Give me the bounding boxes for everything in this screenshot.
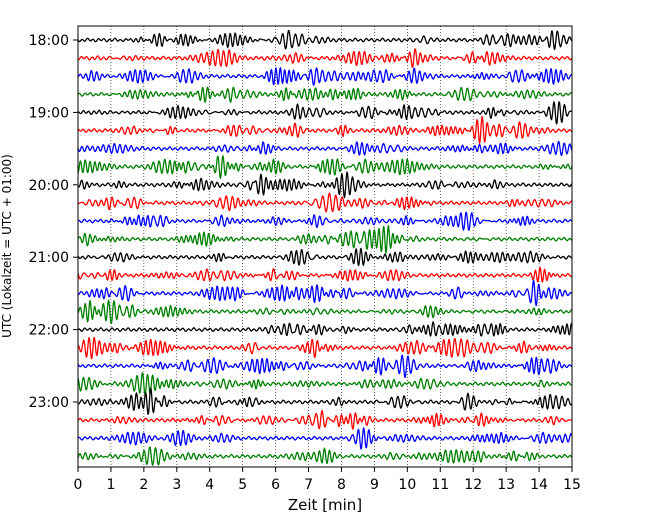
- y-axis-ticks: 18:00 19:00 20:00 21:00 22:00 23:00: [29, 33, 78, 411]
- x-tick-label: 11: [431, 477, 449, 493]
- trace-line: [77, 387, 573, 416]
- y-tick-label: 20:00: [29, 178, 69, 194]
- trace-line: [77, 321, 573, 337]
- trace-line: [77, 247, 573, 267]
- trace-line: [77, 372, 573, 396]
- trace-line: [77, 86, 573, 103]
- trace-line: [77, 211, 573, 231]
- y-tick-label: 19:00: [29, 105, 69, 121]
- x-tick-label: 9: [370, 477, 379, 493]
- x-tick-label: 1: [106, 477, 115, 493]
- trace-line: [77, 225, 573, 254]
- trace-line: [77, 48, 573, 69]
- y-tick-label: 22:00: [29, 323, 69, 339]
- x-tick-label: 4: [205, 477, 214, 493]
- trace-line: [77, 266, 573, 283]
- x-tick-label: 8: [337, 477, 346, 493]
- trace-line: [77, 337, 573, 360]
- y-tick-label: 21:00: [29, 250, 69, 266]
- x-tick-label: 12: [464, 477, 482, 493]
- trace-line: [77, 192, 573, 213]
- y-tick-label: 18:00: [29, 33, 69, 49]
- x-tick-label: 2: [139, 477, 148, 493]
- trace-line: [77, 155, 573, 179]
- trace-line: [77, 29, 573, 51]
- trace-line: [77, 101, 573, 125]
- x-tick-label: 10: [398, 477, 416, 493]
- trace-line: [77, 171, 573, 199]
- y-tick-label: 23:00: [29, 395, 69, 411]
- x-tick-label: 3: [172, 477, 181, 493]
- x-axis-ticks: 0 1 2 3 4 5 6 7 8 9 10 11 12 13 14 15: [74, 467, 581, 493]
- x-tick-label: 13: [497, 477, 515, 493]
- trace-line: [77, 354, 573, 379]
- x-tick-label: 6: [271, 477, 280, 493]
- plot-frame: [77, 25, 573, 468]
- trace-group: [77, 29, 573, 466]
- x-tick-label: 5: [238, 477, 247, 493]
- trace-line: [77, 299, 573, 325]
- x-tick-label: 15: [563, 477, 581, 493]
- x-axis-label: Zeit [min]: [288, 496, 362, 514]
- trace-line: [77, 115, 573, 144]
- trace-line: [77, 279, 573, 307]
- x-tick-label: 14: [530, 477, 548, 493]
- y-axis-label: UTC (Lokalzeit = UTC + 01:00): [0, 154, 14, 338]
- trace-line: [77, 140, 573, 157]
- x-tick-label: 0: [74, 477, 83, 493]
- trace-line: [77, 446, 573, 466]
- trace-line: [77, 427, 573, 450]
- x-tick-label: 7: [304, 477, 313, 493]
- trace-line: [77, 67, 573, 86]
- trace-line: [77, 409, 573, 430]
